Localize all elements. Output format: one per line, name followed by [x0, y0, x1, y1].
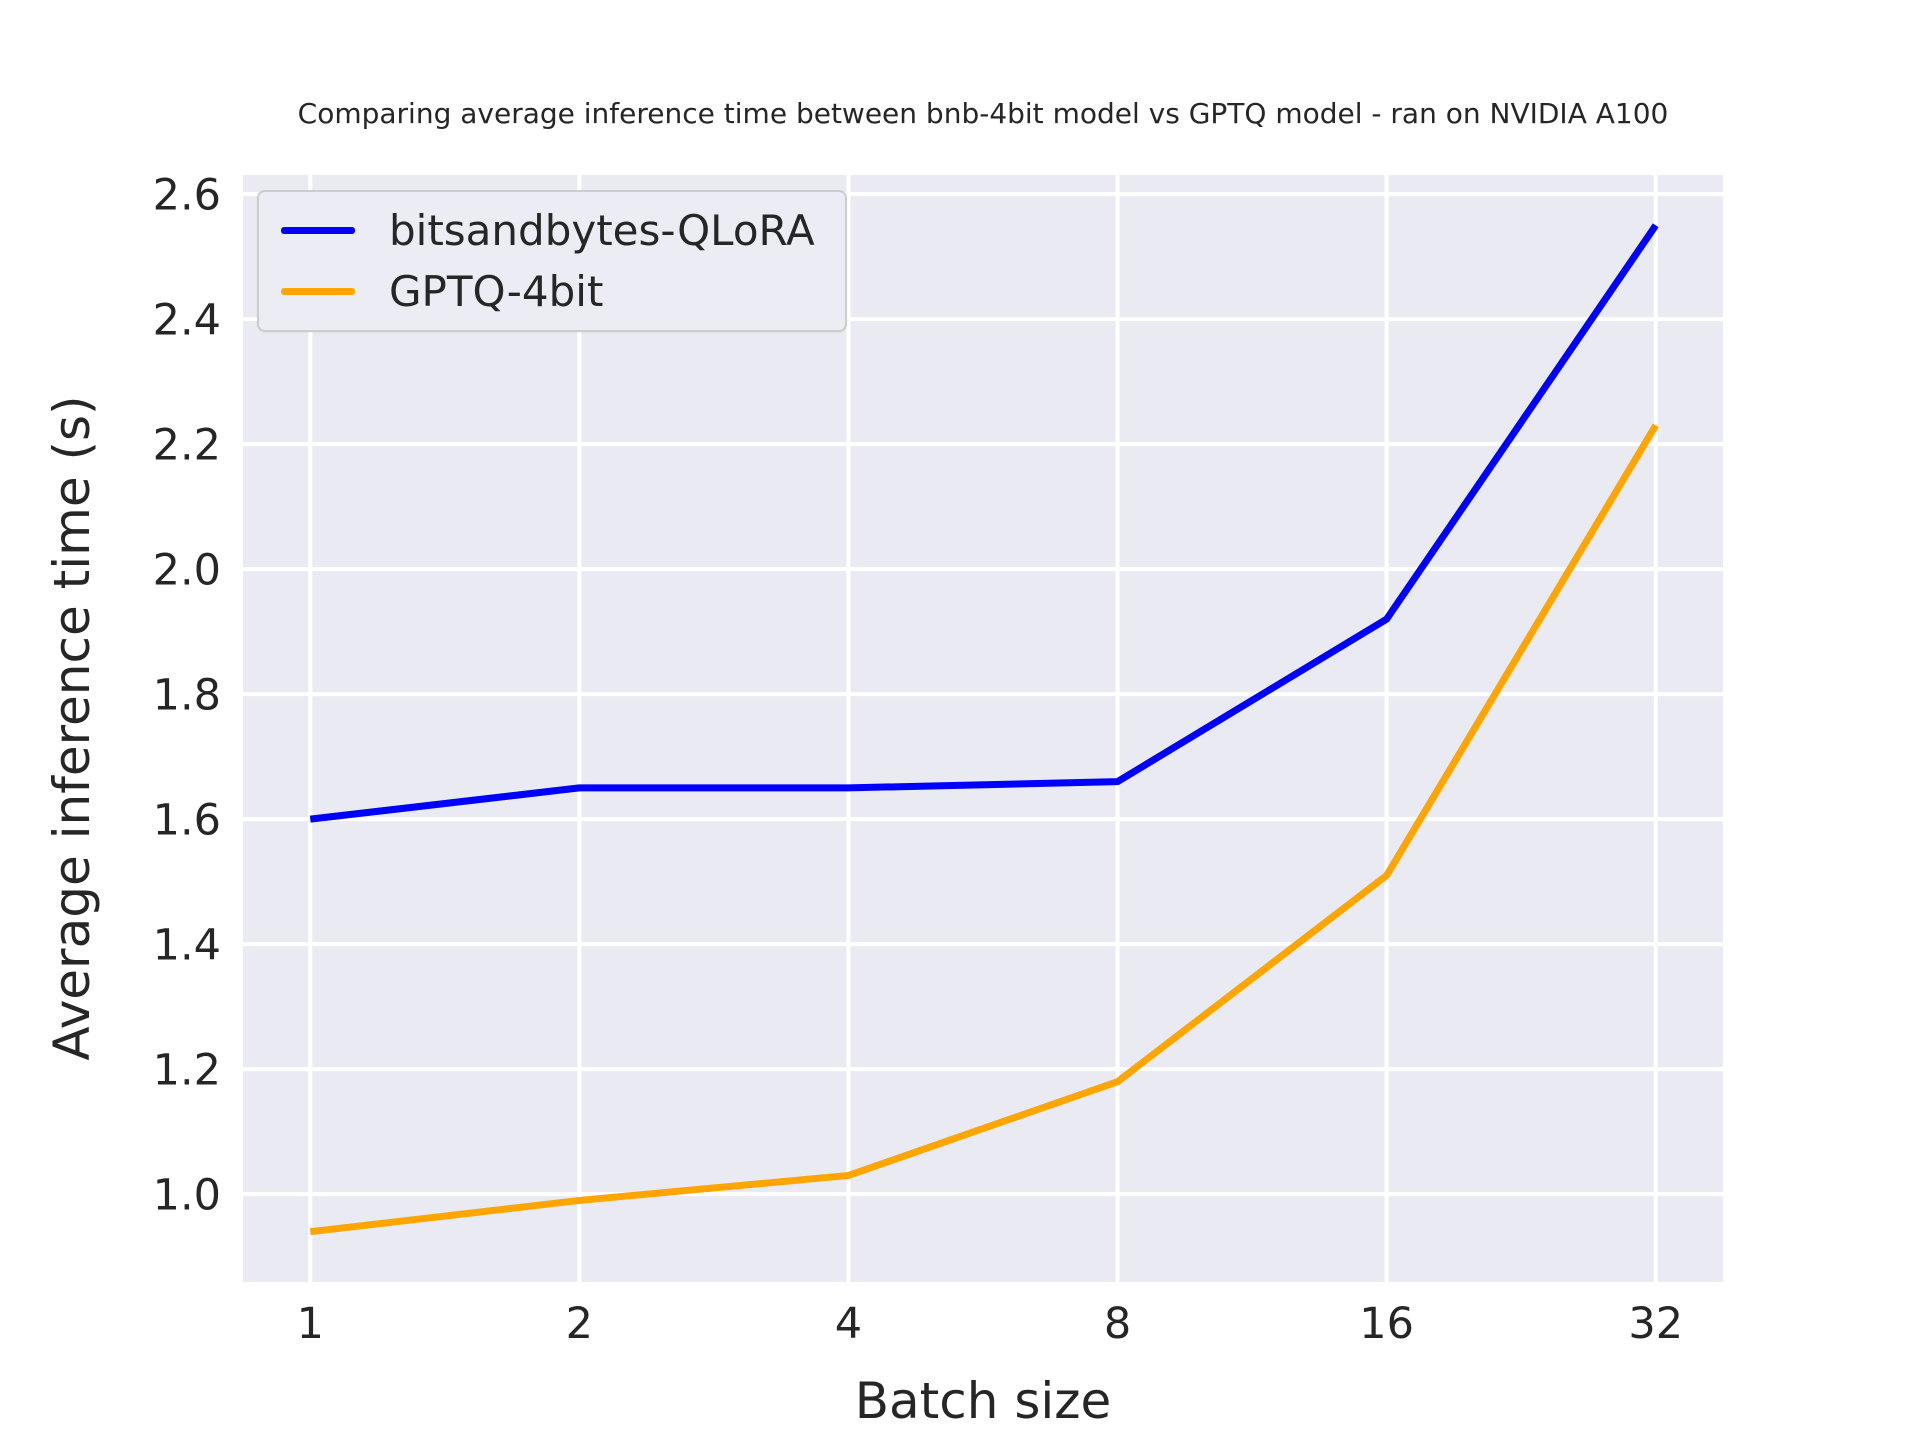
y-tick-label: 2.4	[153, 296, 221, 346]
x-tick-label: 2	[566, 1299, 593, 1349]
y-axis-label: Average inference time (s)	[43, 395, 101, 1061]
legend-swatch-bitsandbytes	[281, 227, 355, 235]
legend-label: bitsandbytes-QLoRA	[389, 206, 815, 255]
legend-entry: GPTQ-4bit	[281, 266, 815, 317]
x-tick-label: 32	[1628, 1299, 1683, 1349]
y-tick-label: 2.6	[153, 171, 221, 221]
y-tick-label: 2.0	[153, 546, 221, 596]
legend-entry: bitsandbytes-QLoRA	[281, 205, 815, 256]
y-tick-label: 1.8	[153, 671, 221, 721]
series-line-GPTQ-4bit	[309, 423, 1659, 1236]
plot-background	[243, 175, 1723, 1282]
x-tick-label: 16	[1359, 1299, 1414, 1349]
legend-label: GPTQ-4bit	[389, 267, 604, 317]
y-tick-label: 1.0	[153, 1171, 221, 1221]
y-tick-label: 1.2	[153, 1046, 221, 1096]
x-tick-label: 1	[297, 1299, 324, 1349]
y-tick-label: 1.6	[153, 796, 221, 846]
x-tick-label: 8	[1104, 1299, 1131, 1349]
y-tick-label: 2.2	[153, 421, 221, 471]
x-axis-label: Batch size	[854, 1372, 1112, 1430]
legend-swatch-gptq	[281, 288, 355, 296]
y-tick-label: 1.4	[153, 921, 221, 971]
legend: bitsandbytes-QLoRA GPTQ-4bit	[257, 190, 847, 333]
x-tick-label: 4	[835, 1299, 862, 1349]
series-line-bitsandbytes-QLoRA	[309, 223, 1659, 823]
chart-title: Comparing average inference time between…	[297, 97, 1669, 130]
